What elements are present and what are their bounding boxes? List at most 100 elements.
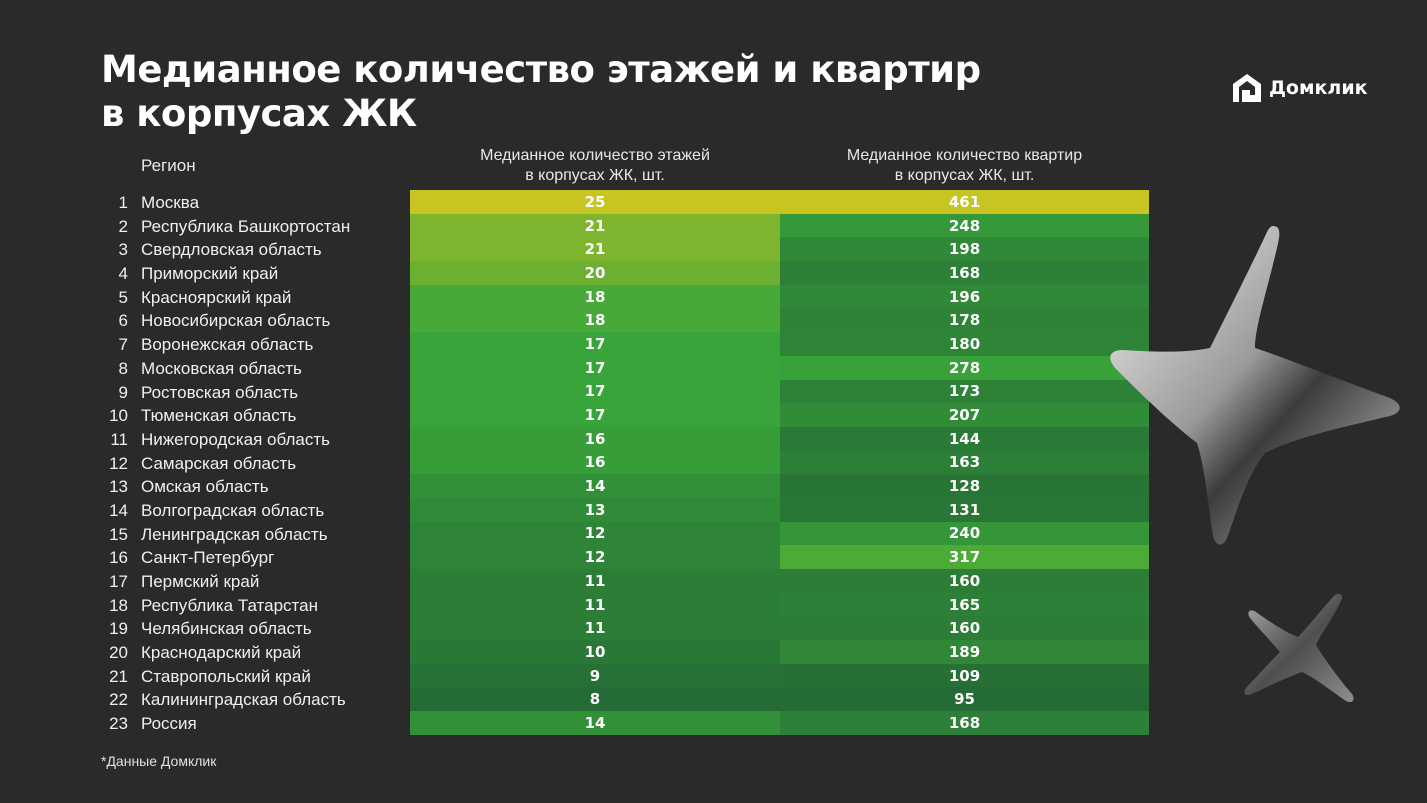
logo-text: Домклик xyxy=(1269,77,1368,99)
row-region: Омская область xyxy=(141,477,269,497)
cell-apartments: 160 xyxy=(780,569,1149,593)
table-row: 11 Нижегородская область 16 144 xyxy=(0,426,1160,451)
cell-apartments: 109 xyxy=(780,663,1149,688)
cell-apartments: 196 xyxy=(780,284,1149,309)
cell-floors: 21 xyxy=(410,237,780,262)
row-region: Санкт-Петербург xyxy=(141,548,275,568)
cell-apartments: 163 xyxy=(780,450,1149,475)
cell-apartments: 278 xyxy=(780,355,1149,380)
row-region: Республика Башкортостан xyxy=(141,216,351,236)
cell-floors: 12 xyxy=(410,545,780,569)
cell-apartments: 317 xyxy=(780,545,1149,569)
table-row: 7 Воронежская область 17 180 xyxy=(0,332,1160,356)
table-row: 12 Самарская область 16 163 xyxy=(0,450,1160,475)
cell-floors: 17 xyxy=(410,403,780,427)
cell-apartments: 95 xyxy=(780,687,1149,712)
row-region: Новосибирская область xyxy=(141,311,331,331)
table-row: 21 Ставропольский край 9 109 xyxy=(0,663,1160,688)
row-region: Тюменская область xyxy=(141,406,297,426)
row-region: Красноярский край xyxy=(141,287,292,307)
cell-apartments: 168 xyxy=(780,711,1149,735)
column-header-apartments: Медианное количество квартир в корпусах … xyxy=(780,146,1149,186)
row-region: Ставропольский край xyxy=(141,666,311,686)
row-region: Самарская область xyxy=(141,453,297,473)
cell-apartments: 198 xyxy=(780,237,1149,262)
row-rank: 1 xyxy=(118,193,128,212)
row-region: Воронежская область xyxy=(141,335,314,355)
table-row: 13 Омская область 14 128 xyxy=(0,474,1160,498)
table-row: 3 Свердловская область 21 198 xyxy=(0,237,1160,262)
table-row: 18 Республика Татарстан 11 165 xyxy=(0,592,1160,617)
cell-floors: 17 xyxy=(410,379,780,404)
table-row: 15 Ленинградская область 12 240 xyxy=(0,521,1160,546)
cell-floors: 16 xyxy=(410,426,780,451)
cell-floors: 13 xyxy=(410,497,780,522)
table-row: 6 Новосибирская область 18 178 xyxy=(0,308,1160,333)
row-rank: 5 xyxy=(118,287,128,307)
column-header-floors-line-1: Медианное количество этажей xyxy=(480,147,710,164)
table-row: 8 Московская область 17 278 xyxy=(0,355,1160,380)
cell-floors: 17 xyxy=(410,355,780,380)
table-row: 1 Москва 25 461 xyxy=(0,190,1160,214)
table-row: 20 Краснодарский край 10 189 xyxy=(0,640,1160,664)
row-region: Россия xyxy=(141,714,197,734)
row-region: Волгоградская область xyxy=(141,500,325,520)
table-row: 23 Россия 14 168 xyxy=(0,711,1160,735)
cell-apartments: 189 xyxy=(780,640,1149,664)
row-region: Ленинградская область xyxy=(141,524,328,544)
row-rank: 20 xyxy=(109,643,128,663)
row-region: Краснодарский край xyxy=(141,643,302,663)
title-line-1: Медианное количество этажей и квартир xyxy=(101,48,981,91)
row-rank: 11 xyxy=(110,429,128,449)
page-title: Медианное количество этажей и квартир в … xyxy=(101,48,981,136)
row-region: Москва xyxy=(141,193,200,212)
cell-floors: 14 xyxy=(410,474,780,498)
row-rank: 15 xyxy=(109,524,128,544)
cell-apartments: 128 xyxy=(780,474,1149,498)
cell-floors: 17 xyxy=(410,332,780,356)
row-rank: 12 xyxy=(109,453,128,473)
row-rank: 6 xyxy=(118,311,128,331)
table-row: 22 Калининградская область 8 95 xyxy=(0,687,1160,712)
cell-floors: 14 xyxy=(410,711,780,735)
brand-logo: Домклик xyxy=(1231,72,1368,104)
cell-floors: 21 xyxy=(410,213,780,238)
table-row: 5 Красноярский край 18 196 xyxy=(0,284,1160,309)
cell-apartments: 461 xyxy=(780,190,1149,214)
cell-apartments: 144 xyxy=(780,426,1149,451)
row-region: Челябинская область xyxy=(141,619,312,639)
table-row: 16 Санкт-Петербург 12 317 xyxy=(0,545,1160,569)
cell-floors: 11 xyxy=(410,616,780,641)
cell-floors: 18 xyxy=(410,284,780,309)
row-rank: 23 xyxy=(109,714,128,734)
column-header-floors-line-2: в корпусах ЖК, шт. xyxy=(525,167,665,184)
column-header-floors: Медианное количество этажей в корпусах Ж… xyxy=(410,146,780,186)
table-row: 10 Тюменская область 17 207 xyxy=(0,403,1160,427)
cell-apartments: 160 xyxy=(780,616,1149,641)
row-rank: 17 xyxy=(109,572,128,591)
cell-apartments: 178 xyxy=(780,308,1149,333)
row-rank: 4 xyxy=(118,264,128,284)
row-rank: 10 xyxy=(109,406,128,426)
table-row: 4 Приморский край 20 168 xyxy=(0,261,1160,285)
cell-apartments: 240 xyxy=(780,521,1149,546)
cell-floors: 8 xyxy=(410,687,780,712)
house-logo-icon xyxy=(1233,74,1261,102)
cell-floors: 9 xyxy=(410,663,780,688)
table-row: 9 Ростовская область 17 173 xyxy=(0,379,1160,404)
table-row: 14 Волгоградская область 13 131 xyxy=(0,497,1160,522)
cell-apartments: 168 xyxy=(780,261,1149,285)
row-region: Ростовская область xyxy=(141,382,299,402)
row-rank: 2 xyxy=(118,216,128,236)
cell-apartments: 180 xyxy=(780,332,1149,356)
cell-apartments: 207 xyxy=(780,403,1149,427)
column-header-region: Регион xyxy=(141,156,196,175)
row-region: Московская область xyxy=(141,358,302,378)
column-header-apartments-line-2: в корпусах ЖК, шт. xyxy=(894,167,1035,184)
cell-floors: 18 xyxy=(410,308,780,333)
cell-apartments: 248 xyxy=(780,213,1149,238)
table-row: 19 Челябинская область 11 160 xyxy=(0,616,1160,641)
title-line-2: в корпусах ЖК xyxy=(101,92,417,135)
cell-floors: 16 xyxy=(410,450,780,475)
cell-apartments: 173 xyxy=(780,379,1149,404)
